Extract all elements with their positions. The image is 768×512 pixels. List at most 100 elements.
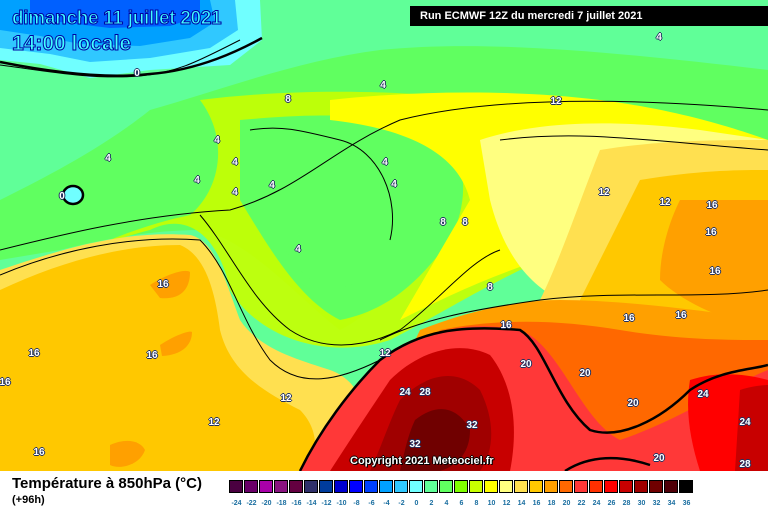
isotherm-label: 20	[579, 368, 591, 379]
legend-swatch	[304, 480, 318, 493]
isotherm-label: 16	[157, 279, 169, 290]
isotherm-label: 8	[285, 94, 291, 105]
legend-swatch	[499, 480, 513, 493]
legend-tick-label: -20	[261, 500, 272, 507]
forecast-date: dimanche 11 juillet 2021	[11, 8, 222, 30]
legend-swatch	[664, 480, 678, 493]
isotherm-label: 4	[269, 180, 275, 191]
legend-tick-label: -2	[398, 500, 405, 507]
legend-swatch	[619, 480, 633, 493]
isotherm-label: 8	[462, 217, 468, 228]
legend-tick-label: 2	[429, 500, 434, 507]
legend-swatch	[484, 480, 498, 493]
isotherm-label: 12	[598, 187, 610, 198]
legend-swatch	[364, 480, 378, 493]
isotherm-label: 16	[28, 348, 40, 359]
legend-swatch	[394, 480, 408, 493]
isotherm-label: 20	[627, 398, 639, 409]
isotherm-label: 28	[419, 387, 431, 398]
isotherm-label: 4	[232, 157, 238, 168]
isotherm-label: 20	[653, 453, 665, 464]
isotherm-label: 4	[105, 153, 111, 164]
legend-tick-label: 36	[682, 500, 691, 507]
isotherm-label: 4	[391, 179, 397, 190]
legend-swatch	[634, 480, 648, 493]
isotherm-label: 4	[295, 244, 301, 255]
legend-tick-label: 28	[622, 500, 631, 507]
legend-swatch	[289, 480, 303, 493]
legend-swatch	[244, 480, 258, 493]
isotherm-label: 12	[550, 96, 562, 107]
legend-tick-label: 10	[487, 500, 496, 507]
legend-tick-label: 24	[592, 500, 601, 507]
isotherm-label: 12	[280, 393, 292, 404]
legend-tick-label: 20	[562, 500, 571, 507]
lead-time: (+96h)	[12, 494, 45, 506]
legend-swatch	[559, 480, 573, 493]
isotherm-label: 16	[146, 350, 158, 361]
legend-swatch	[679, 480, 693, 493]
legend-tick-label: -18	[276, 500, 287, 507]
isotherm-label: 28	[739, 459, 751, 470]
legend-tick-label: -6	[368, 500, 375, 507]
legend-tick-label: 0	[414, 500, 419, 507]
legend-swatch	[529, 480, 543, 493]
temperature-map: dimanche 11 juillet 2021 14:00 locale Ru…	[0, 0, 768, 471]
isotherm-label: 16	[705, 227, 717, 238]
isotherm-label: 24	[739, 417, 751, 428]
legend-swatch	[544, 480, 558, 493]
isotherm-label: 8	[487, 282, 493, 293]
color-scale-ticks: -24 -22 -20 -18 -16 -14 -12 -10 -8 -6 -4 -2 0 2 4 6 8 10 1…	[229, 500, 694, 507]
isotherm-label: 24	[697, 389, 709, 400]
legend-swatch	[349, 480, 363, 493]
isotherm-label: 0	[59, 191, 65, 202]
legend-swatch	[439, 480, 453, 493]
isotherm-label: 0	[134, 68, 140, 79]
isotherm-label: 32	[409, 439, 421, 450]
legend-tick-label: -8	[353, 500, 360, 507]
isotherm-label: 4	[194, 175, 200, 186]
isotherm-label: 4	[232, 187, 238, 198]
legend-tick-label: 26	[607, 500, 616, 507]
isotherm-label: 32	[466, 420, 478, 431]
legend-tick-label: 34	[667, 500, 676, 507]
legend-tick-label: -16	[291, 500, 302, 507]
isotherm-label: 20	[520, 359, 532, 370]
legend-swatch	[334, 480, 348, 493]
temperature-field	[0, 0, 768, 471]
legend-swatch	[604, 480, 618, 493]
legend-swatch	[454, 480, 468, 493]
legend-swatch	[274, 480, 288, 493]
legend-swatch	[649, 480, 663, 493]
isotherm-label: 12	[659, 197, 671, 208]
isotherm-label: 24	[399, 387, 411, 398]
legend-swatch	[574, 480, 588, 493]
isotherm-label: 16	[675, 310, 687, 321]
copyright-notice: Copyright 2021 Meteociel.fr	[350, 455, 494, 467]
legend-swatch	[424, 480, 438, 493]
legend-swatch	[469, 480, 483, 493]
legend-tick-label: 6	[459, 500, 464, 507]
isotherm-label: 16	[623, 313, 635, 324]
isotherm-label: 4	[656, 32, 662, 43]
legend-tick-label: -4	[383, 500, 390, 507]
legend-tick-label: 22	[577, 500, 586, 507]
isotherm-label: 16	[0, 377, 11, 388]
legend-tick-label: 8	[474, 500, 479, 507]
isotherm-label: 4	[214, 135, 220, 146]
legend-swatch	[259, 480, 273, 493]
parameter-title: Température à 850hPa (°C)	[12, 475, 202, 492]
legend-swatch	[514, 480, 528, 493]
legend-tick-label: 32	[652, 500, 661, 507]
legend-swatch	[229, 480, 243, 493]
map-footer: Température à 850hPa (°C) (+96h) -24 -2 2 -…	[0, 471, 768, 512]
legend-tick-label: 12	[502, 500, 511, 507]
isotherm-label: 8	[440, 217, 446, 228]
isotherm-label: 12	[379, 348, 391, 359]
legend-tick-label: -12	[321, 500, 332, 507]
forecast-local-time: 14:00 locale	[11, 32, 132, 56]
legend-tick-label: -10	[336, 500, 347, 507]
legend-tick-label: -24	[231, 500, 242, 507]
isotherm-label: 16	[33, 447, 45, 458]
legend-tick-label: 16	[532, 500, 541, 507]
